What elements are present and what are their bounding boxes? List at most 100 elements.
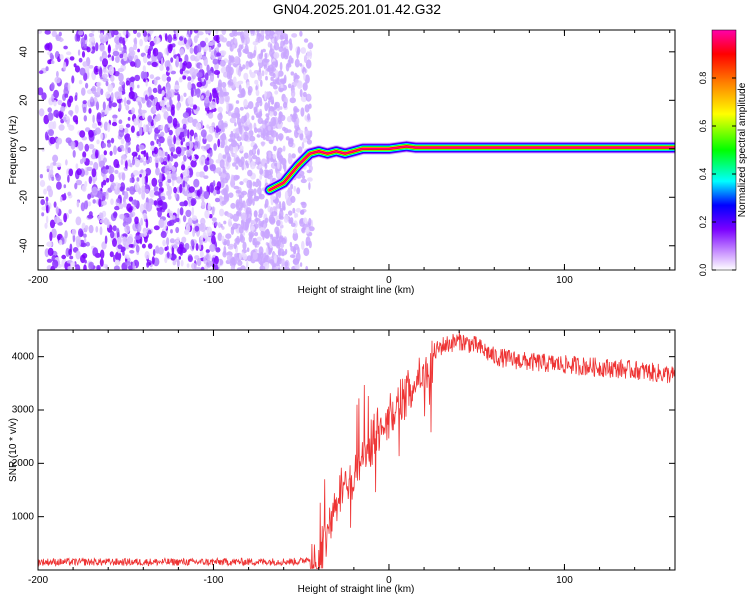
noise-dot <box>70 140 76 150</box>
noise-dot <box>82 151 87 159</box>
noise-dot <box>148 36 152 41</box>
noise-dot <box>278 46 284 53</box>
noise-dot <box>126 236 134 245</box>
snr-x-tick-label: 0 <box>386 575 392 586</box>
signal-trace <box>263 140 675 196</box>
noise-dot <box>196 43 202 54</box>
noise-dot <box>252 181 256 187</box>
noise-dot <box>69 255 74 260</box>
noise-dot <box>305 226 310 234</box>
noise-dot <box>220 133 227 142</box>
noise-dot <box>289 241 293 248</box>
noise-dot <box>121 246 126 252</box>
noise-dot <box>113 254 116 263</box>
noise-dot <box>118 203 124 210</box>
noise-dot <box>252 149 256 154</box>
noise-dot <box>68 95 74 104</box>
noise-dot <box>173 84 180 90</box>
noise-dot <box>200 266 205 270</box>
noise-dot <box>278 133 284 141</box>
noise-dot <box>162 201 168 210</box>
noise-dot <box>243 30 250 39</box>
noise-dot <box>152 249 156 257</box>
noise-dot <box>112 50 120 57</box>
noise-dot <box>115 56 120 63</box>
noise-dot <box>131 151 138 157</box>
noise-dot <box>253 70 260 74</box>
noise-dot <box>213 143 217 151</box>
noise-dot <box>185 107 192 112</box>
noise-dot <box>186 30 190 35</box>
noise-dot <box>124 127 129 134</box>
noise-dot <box>105 265 109 270</box>
noise-dot <box>219 59 226 67</box>
spectrogram-y-tick-label: -40 <box>19 238 30 253</box>
noise-dot <box>125 136 131 143</box>
noise-dot <box>215 30 219 35</box>
noise-dot <box>172 244 178 249</box>
noise-dot <box>99 56 103 62</box>
noise-dot <box>100 88 104 96</box>
noise-dot <box>121 172 126 181</box>
noise-dot <box>44 30 51 35</box>
noise-dot <box>43 188 47 195</box>
noise-dot <box>196 52 203 60</box>
noise-dot <box>308 182 311 191</box>
noise-dot <box>236 117 242 126</box>
noise-dot <box>125 80 130 86</box>
noise-dot <box>186 145 190 150</box>
noise-dot <box>206 260 212 268</box>
noise-dot <box>253 196 260 202</box>
noise-dot <box>75 238 81 248</box>
noise-dot <box>150 140 155 147</box>
noise-dot <box>297 129 304 134</box>
noise-dot <box>136 177 140 182</box>
noise-dot <box>95 226 99 233</box>
noise-dot <box>82 106 87 114</box>
noise-dot <box>144 214 148 219</box>
noise-dot <box>123 52 128 62</box>
noise-dot <box>279 106 283 110</box>
noise-dot <box>265 247 269 256</box>
noise-dot <box>189 67 196 76</box>
noise-dot <box>233 174 239 181</box>
noise-dot <box>74 104 79 114</box>
noise-dot <box>38 70 44 75</box>
noise-dot <box>110 230 115 239</box>
noise-dot <box>270 116 277 127</box>
noise-dot <box>230 257 236 264</box>
noise-dot <box>190 54 196 62</box>
noise-dot <box>116 198 121 204</box>
noise-dot <box>243 134 249 142</box>
noise-dot <box>252 237 256 246</box>
noise-dot <box>199 64 203 70</box>
noise-dot <box>152 47 159 57</box>
noise-dot <box>124 224 131 234</box>
noise-dot <box>113 145 117 155</box>
noise-dot <box>41 147 45 152</box>
noise-dot <box>291 33 298 38</box>
noise-dot <box>216 181 222 190</box>
noise-dot <box>288 55 293 65</box>
noise-dot <box>264 217 269 224</box>
noise-dot <box>134 181 139 192</box>
noise-dot <box>220 50 227 56</box>
noise-dot <box>308 240 312 249</box>
noise-dot <box>201 77 205 82</box>
noise-dot <box>91 168 97 178</box>
noise-dot <box>196 72 203 78</box>
noise-dot <box>260 230 265 237</box>
noise-dot <box>308 103 312 109</box>
noise-dot <box>218 222 221 229</box>
noise-dot <box>111 55 115 62</box>
noise-dot <box>220 173 227 178</box>
noise-dot <box>70 261 76 267</box>
noise-dot <box>95 101 100 111</box>
noise-dot <box>167 179 172 183</box>
noise-dot <box>279 111 282 117</box>
snr-y-tick-label: 2000 <box>12 458 35 469</box>
noise-dot <box>161 106 167 113</box>
noise-dot <box>144 71 148 80</box>
noise-dot <box>55 206 59 215</box>
noise-dot <box>114 92 121 100</box>
